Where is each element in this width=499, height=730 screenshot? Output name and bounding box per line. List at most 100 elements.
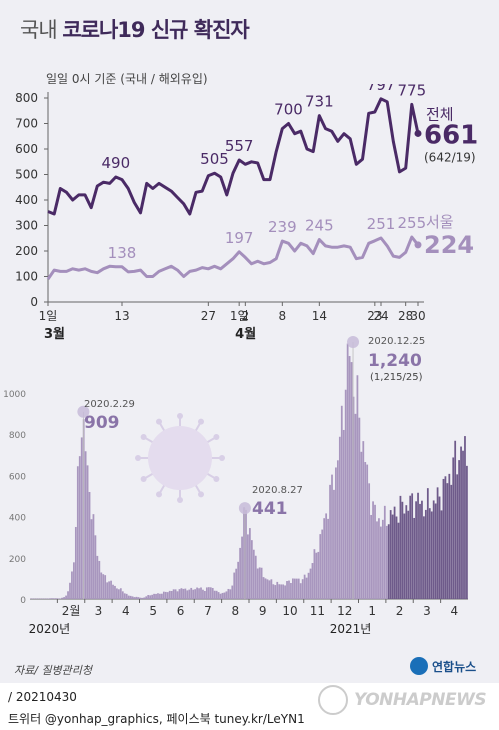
bar xyxy=(311,563,314,599)
x-tick-label: 5 xyxy=(149,604,157,618)
bar xyxy=(442,478,445,599)
bars xyxy=(30,343,468,599)
y-tick-label: 1000 xyxy=(3,390,26,400)
x-tick-label: 30 xyxy=(410,309,425,323)
bar xyxy=(241,536,243,599)
y-tick-label: 800 xyxy=(9,431,26,441)
bar xyxy=(446,483,449,599)
bar xyxy=(276,581,279,599)
bar xyxy=(440,510,443,599)
bar xyxy=(454,440,457,599)
bar xyxy=(335,467,337,599)
bar xyxy=(424,509,427,599)
data-label: 797 xyxy=(367,84,396,94)
bar xyxy=(135,596,138,599)
bar xyxy=(225,591,228,599)
y-tick-label: 600 xyxy=(15,142,38,156)
bar xyxy=(235,568,238,599)
x-tick-label: 24 xyxy=(373,309,388,323)
bar xyxy=(436,487,439,599)
bar xyxy=(364,462,367,599)
x-tick-label: 12 xyxy=(337,604,352,618)
annotation-value: 441 xyxy=(252,499,288,519)
bar xyxy=(245,509,247,599)
bar xyxy=(51,598,54,599)
bar xyxy=(362,441,365,599)
watermark-text: YONHAPNEWS xyxy=(354,690,487,710)
bar xyxy=(426,488,429,599)
annotation-marker xyxy=(77,405,90,418)
bar xyxy=(254,555,257,599)
bar xyxy=(243,507,245,599)
series-line-seoul xyxy=(46,235,420,280)
bar xyxy=(133,597,136,599)
x-tick-label: 9 xyxy=(259,604,267,618)
data-label: 245 xyxy=(305,217,334,235)
bar xyxy=(432,500,435,599)
bar xyxy=(407,510,410,599)
bar xyxy=(176,591,179,599)
bar xyxy=(198,588,200,599)
y-tick-label: 300 xyxy=(15,219,38,233)
series-line-total xyxy=(47,97,420,216)
bar xyxy=(116,588,118,599)
data-label: 251 xyxy=(367,215,396,233)
bar xyxy=(325,513,328,599)
annotation-date: 2020.2.29 xyxy=(84,399,135,410)
x-tick-label: 28 xyxy=(398,309,413,323)
bar xyxy=(147,595,150,599)
bar xyxy=(352,396,355,599)
bar xyxy=(303,574,306,599)
bar xyxy=(117,589,120,599)
bar xyxy=(151,594,153,599)
y-tick-label: 800 xyxy=(15,91,38,105)
bar xyxy=(301,579,304,599)
bar xyxy=(264,578,267,599)
bar xyxy=(405,505,408,599)
yonhap-logo-text: 연합뉴스 xyxy=(432,660,477,674)
bar xyxy=(104,575,107,599)
bar xyxy=(69,582,71,599)
x-tick-label: 8 xyxy=(279,309,287,323)
end-value-total: 661 xyxy=(424,120,478,150)
bar xyxy=(383,505,386,599)
bar xyxy=(456,474,459,599)
bar xyxy=(78,456,81,599)
x-tick-label: 3 xyxy=(95,604,103,618)
bar xyxy=(464,436,466,599)
bar xyxy=(178,589,181,599)
x-tick-label: 3 xyxy=(423,604,431,618)
end-value-seoul: 224 xyxy=(424,231,474,259)
bar xyxy=(71,571,73,599)
bar xyxy=(333,489,335,599)
virus-spike-tip xyxy=(140,434,147,440)
x-tick-label: 2 xyxy=(242,309,250,323)
bar xyxy=(106,582,109,599)
bar xyxy=(286,581,288,599)
bar xyxy=(256,568,259,599)
bar xyxy=(168,590,171,599)
bar xyxy=(229,589,232,599)
bar xyxy=(434,503,437,599)
bar xyxy=(466,465,468,599)
bar xyxy=(370,514,372,599)
bar xyxy=(200,587,202,599)
bar xyxy=(100,572,103,599)
bar xyxy=(86,465,89,599)
bar xyxy=(84,451,87,599)
y-tick-label: 100 xyxy=(15,270,38,284)
bar xyxy=(266,579,269,599)
bar xyxy=(423,516,425,599)
bar xyxy=(344,389,347,599)
virus-icon xyxy=(135,413,225,503)
bar xyxy=(237,561,240,599)
x-tick-label: 4 xyxy=(450,604,458,618)
bar xyxy=(280,584,283,599)
data-label: 138 xyxy=(108,244,137,262)
x-tick-label: 14 xyxy=(312,309,327,323)
bar xyxy=(260,567,263,599)
bar xyxy=(399,495,402,599)
bar xyxy=(458,460,460,599)
